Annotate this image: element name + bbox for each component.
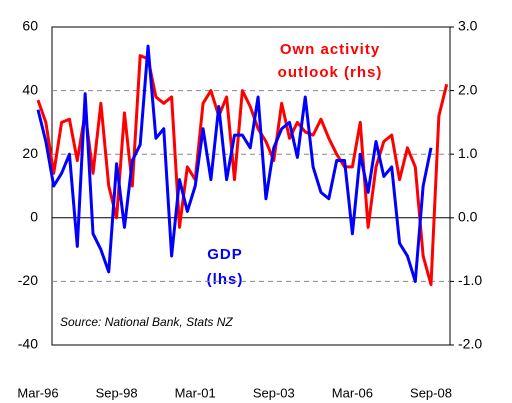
y2-tick-label: 1.0: [458, 145, 478, 161]
x-tick-label: Sep-08: [410, 385, 452, 400]
y-tick-label: 20: [22, 145, 38, 161]
x-tick-label: Mar-01: [175, 385, 216, 400]
y-tick-label: 0: [30, 209, 38, 225]
y-tick-label: -20: [18, 272, 38, 288]
y2-tick-label: -2.0: [458, 336, 482, 352]
y2-tick-label: -1.0: [458, 272, 482, 288]
y2-tick-label: 2.0: [458, 81, 478, 97]
series-line: [36, 44, 433, 283]
annotation: (lhs): [207, 271, 244, 288]
source-note: Source: National Bank, Stats NZ: [60, 315, 233, 329]
annotation: GDP: [207, 246, 243, 263]
x-tick-label: Sep-98: [96, 385, 138, 400]
plot-frame: [51, 26, 451, 346]
y-tick-label: 40: [22, 81, 38, 97]
x-tick-label: Mar-96: [17, 385, 58, 400]
x-tick-label: Sep-03: [253, 385, 295, 400]
x-tick-label: Mar-06: [332, 385, 373, 400]
annotation: Own activity: [280, 41, 380, 58]
y2-tick-label: 0.0: [458, 209, 478, 225]
y-tick-label: -40: [18, 336, 38, 352]
annotation: outlook (rhs): [278, 64, 383, 81]
y2-tick-label: 3.0: [458, 18, 478, 34]
y-tick-label: 60: [22, 18, 38, 34]
